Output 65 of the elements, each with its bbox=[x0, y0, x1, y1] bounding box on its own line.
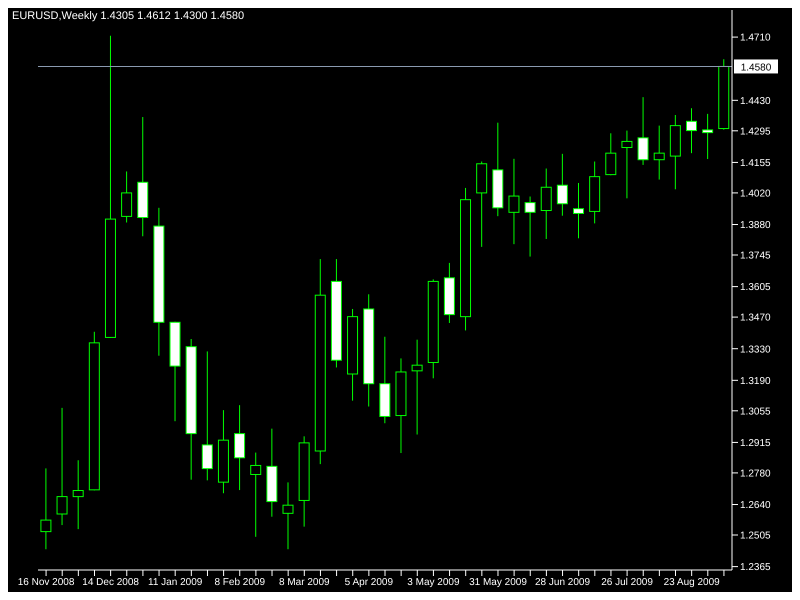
candlestick bbox=[72, 460, 84, 530]
candlestick bbox=[137, 116, 148, 237]
candlestick bbox=[250, 452, 262, 538]
candlestick bbox=[524, 196, 536, 258]
candlestick bbox=[186, 338, 197, 480]
chart-title: EURUSD,Weekly 1.4305 1.4612 1.4300 1.4580 bbox=[12, 10, 244, 22]
x-tick-label: 8 Mar 2009 bbox=[279, 577, 330, 588]
candlestick bbox=[363, 294, 374, 408]
candlestick bbox=[347, 308, 358, 402]
candlestick bbox=[556, 153, 568, 216]
x-tick-label: 5 Apr 2009 bbox=[344, 577, 394, 588]
candlestick bbox=[686, 108, 697, 154]
candlestick bbox=[492, 122, 504, 217]
ref-line-label: 1.4580 bbox=[740, 62, 772, 74]
candlestick bbox=[234, 404, 246, 491]
candlestick bbox=[621, 130, 632, 199]
candlestick bbox=[121, 170, 132, 223]
x-tick-label: 3 May 2009 bbox=[407, 577, 460, 588]
candlestick bbox=[460, 187, 472, 331]
y-tick-label: 1.3055 bbox=[740, 406, 772, 418]
x-tick-label: 23 Aug 2009 bbox=[664, 577, 720, 588]
candlestick bbox=[40, 468, 52, 550]
candlestick bbox=[589, 161, 600, 224]
candlestick bbox=[314, 258, 326, 465]
y-tick-label: 1.4710 bbox=[740, 32, 772, 44]
y-tick-label: 1.3880 bbox=[740, 220, 772, 232]
y-tick-label: 1.3190 bbox=[740, 376, 772, 387]
candlestick bbox=[298, 436, 310, 528]
candlestick bbox=[330, 258, 342, 368]
x-tick-label: 28 Jun 2009 bbox=[535, 577, 590, 588]
y-tick-label: 1.4155 bbox=[740, 158, 772, 169]
y-tick-label: 1.4430 bbox=[740, 96, 772, 107]
candlestick bbox=[218, 410, 229, 494]
y-tick-label: 1.2505 bbox=[740, 530, 772, 542]
y-tick-label: 1.4020 bbox=[740, 188, 772, 200]
y-tick-label: 1.2640 bbox=[740, 500, 772, 512]
x-tick-label: 26 Jul 2009 bbox=[601, 577, 654, 588]
candlestick bbox=[638, 96, 649, 166]
y-tick-label: 1.2365 bbox=[740, 562, 772, 574]
y-tick-label: 1.2780 bbox=[740, 468, 772, 480]
candlestick bbox=[444, 262, 455, 324]
y-tick-label: 1.3745 bbox=[740, 250, 772, 262]
x-tick-label: 8 Feb 2009 bbox=[214, 577, 266, 588]
candlestick bbox=[702, 113, 714, 160]
candlestick bbox=[153, 207, 164, 356]
candlestick bbox=[654, 125, 665, 180]
candlestick bbox=[508, 158, 520, 245]
y-tick-label: 1.2915 bbox=[740, 438, 772, 449]
y-tick-label: 1.3605 bbox=[740, 282, 772, 294]
x-tick-label: 14 Dec 2008 bbox=[82, 577, 140, 588]
candlestick bbox=[670, 114, 681, 190]
candlestick bbox=[412, 339, 423, 436]
candlestick bbox=[540, 168, 552, 240]
candlestick bbox=[202, 350, 213, 481]
candlestick bbox=[266, 428, 278, 518]
x-tick-label: 16 Nov 2008 bbox=[18, 577, 75, 588]
y-tick-label: 1.4295 bbox=[740, 126, 772, 138]
candlestick bbox=[56, 407, 68, 526]
candlestick bbox=[282, 482, 294, 550]
y-tick-label: 1.3470 bbox=[740, 312, 772, 324]
x-tick-label: 11 Jan 2009 bbox=[148, 577, 203, 588]
x-tick-label: 31 May 2009 bbox=[469, 577, 528, 588]
y-tick-label: 1.3330 bbox=[740, 344, 772, 356]
candlestick bbox=[395, 358, 406, 454]
candlestick bbox=[573, 182, 584, 239]
